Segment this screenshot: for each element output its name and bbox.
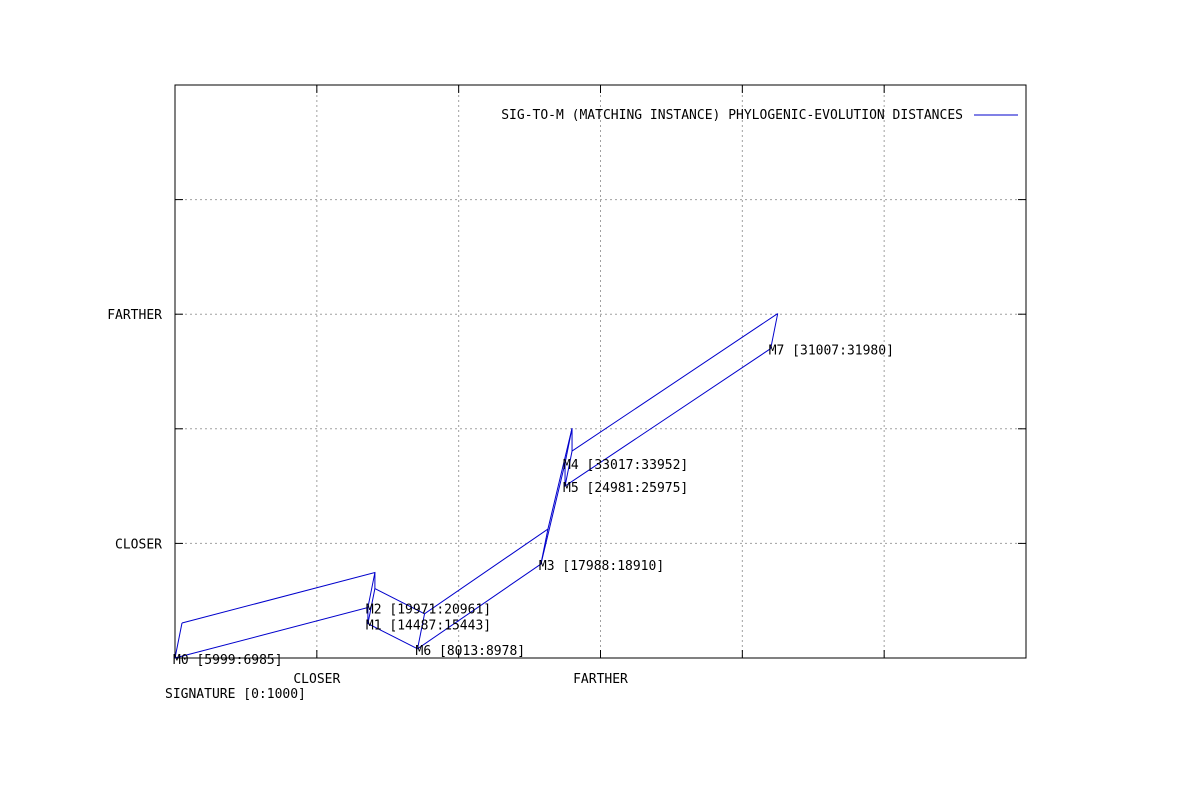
- x-tick-label: FARTHER: [573, 672, 628, 687]
- plot-frame: [174, 84, 1027, 659]
- data-point: [564, 428, 573, 464]
- series-layer: [174, 313, 779, 659]
- data-point: [174, 622, 183, 659]
- point-label: M6 [8013:8978]: [416, 644, 526, 659]
- grid-layer: [175, 85, 1026, 658]
- y-tick-label: CLOSER: [115, 537, 162, 552]
- point-label: M4 [33017:33952]: [563, 458, 688, 473]
- legend: SIG-TO-M (MATCHING INSTANCE) PHYLOGENIC-…: [501, 108, 1018, 123]
- series-line-front: [174, 348, 771, 659]
- point-label: M0 [5999:6985]: [173, 653, 283, 668]
- data-point: [367, 572, 376, 608]
- data-point: [540, 528, 549, 565]
- point-label: M3 [17988:18910]: [539, 559, 664, 574]
- data-point: [564, 451, 573, 487]
- tick-layer: CLOSER FARTHER CLOSER FARTHER: [107, 85, 1026, 687]
- series-line-back: [181, 313, 778, 624]
- point-label: M2 [19971:20961]: [366, 603, 491, 618]
- point-label: M1 [14487:15443]: [366, 619, 491, 634]
- y-tick-label: FARTHER: [107, 308, 162, 323]
- data-point: [770, 313, 779, 349]
- point-label: M7 [31007:31980]: [769, 344, 894, 359]
- point-label: M5 [24981:25975]: [563, 481, 688, 496]
- point-label-layer: M0 [5999:6985] M2 [19971:20961]M1 [14487:…: [173, 344, 894, 668]
- data-point: [417, 613, 426, 649]
- legend-label: SIG-TO-M (MATCHING INSTANCE) PHYLOGENIC-…: [501, 108, 963, 123]
- x-axis-label: SIGNATURE [0:1000]: [165, 687, 306, 702]
- data-point: [367, 588, 376, 624]
- x-tick-label: CLOSER: [293, 672, 340, 687]
